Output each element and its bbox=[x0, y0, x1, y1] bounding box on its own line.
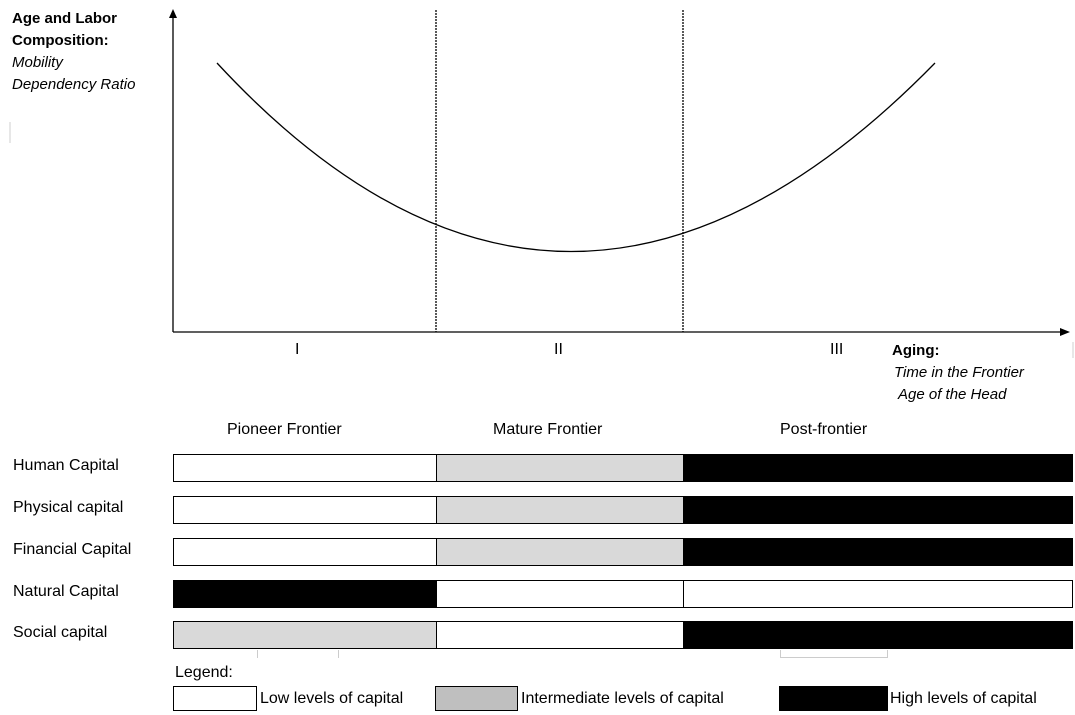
capital-level-cell-high bbox=[173, 580, 437, 608]
stage-header-mature: Mature Frontier bbox=[493, 421, 603, 438]
x-axis-subtitle-line1: Time in the Frontier bbox=[894, 364, 1024, 381]
stage-header-pioneer: Pioneer Frontier bbox=[227, 421, 342, 438]
capital-level-cell-low bbox=[173, 538, 437, 566]
capital-level-cell-intermediate bbox=[436, 454, 684, 482]
y-axis-subtitle-line1: Mobility bbox=[12, 54, 63, 71]
capital-level-cell-intermediate bbox=[436, 538, 684, 566]
decor-mark bbox=[338, 650, 339, 658]
capital-level-cell-low bbox=[173, 454, 437, 482]
capital-level-cell-low bbox=[683, 580, 1073, 608]
capital-level-cell-low bbox=[436, 580, 684, 608]
decor-mark bbox=[257, 650, 258, 658]
y-axis-arrow bbox=[169, 9, 177, 18]
dependency-curve bbox=[216, 62, 936, 252]
y-axis-title-line2: Composition: bbox=[12, 32, 109, 49]
x-axis-title: Aging: bbox=[892, 342, 940, 359]
legend-swatch-high bbox=[779, 686, 888, 711]
capital-row-label: Social capital bbox=[13, 624, 108, 641]
capital-level-cell-low bbox=[436, 621, 684, 649]
decor-bracket bbox=[780, 650, 888, 658]
capital-level-cell-low bbox=[173, 496, 437, 524]
legend-title: Legend: bbox=[175, 664, 233, 681]
y-axis-subtitle-line2: Dependency Ratio bbox=[12, 76, 136, 93]
legend-label-intermediate: Intermediate levels of capital bbox=[521, 690, 724, 707]
phase-label-3: III bbox=[830, 341, 844, 358]
capital-row-label: Human Capital bbox=[13, 457, 119, 474]
capital-level-cell-high bbox=[683, 496, 1073, 524]
legend-swatch-intermediate bbox=[435, 686, 518, 711]
stage-header-post: Post-frontier bbox=[780, 421, 868, 438]
x-axis-subtitle-line2: Age of the Head bbox=[898, 386, 1007, 403]
capital-level-cell-intermediate bbox=[173, 621, 437, 649]
legend-label-low: Low levels of capital bbox=[260, 690, 404, 707]
phase-label-1: I bbox=[295, 341, 300, 358]
capital-level-cell-high bbox=[683, 621, 1073, 649]
x-axis-arrow bbox=[1060, 328, 1070, 336]
legend-swatch-low bbox=[173, 686, 257, 711]
capital-row-label: Physical capital bbox=[13, 499, 124, 516]
capital-level-cell-intermediate bbox=[436, 496, 684, 524]
capital-level-cell-high bbox=[683, 538, 1073, 566]
legend-label-high: High levels of capital bbox=[890, 690, 1037, 707]
phase-label-2: II bbox=[554, 341, 563, 358]
y-axis-title-line1: Age and Labor bbox=[12, 10, 118, 27]
capital-row-label: Financial Capital bbox=[13, 541, 132, 558]
capital-level-cell-high bbox=[683, 454, 1073, 482]
u-curve-diagram bbox=[9, 9, 1074, 358]
capital-row-label: Natural Capital bbox=[13, 583, 119, 600]
